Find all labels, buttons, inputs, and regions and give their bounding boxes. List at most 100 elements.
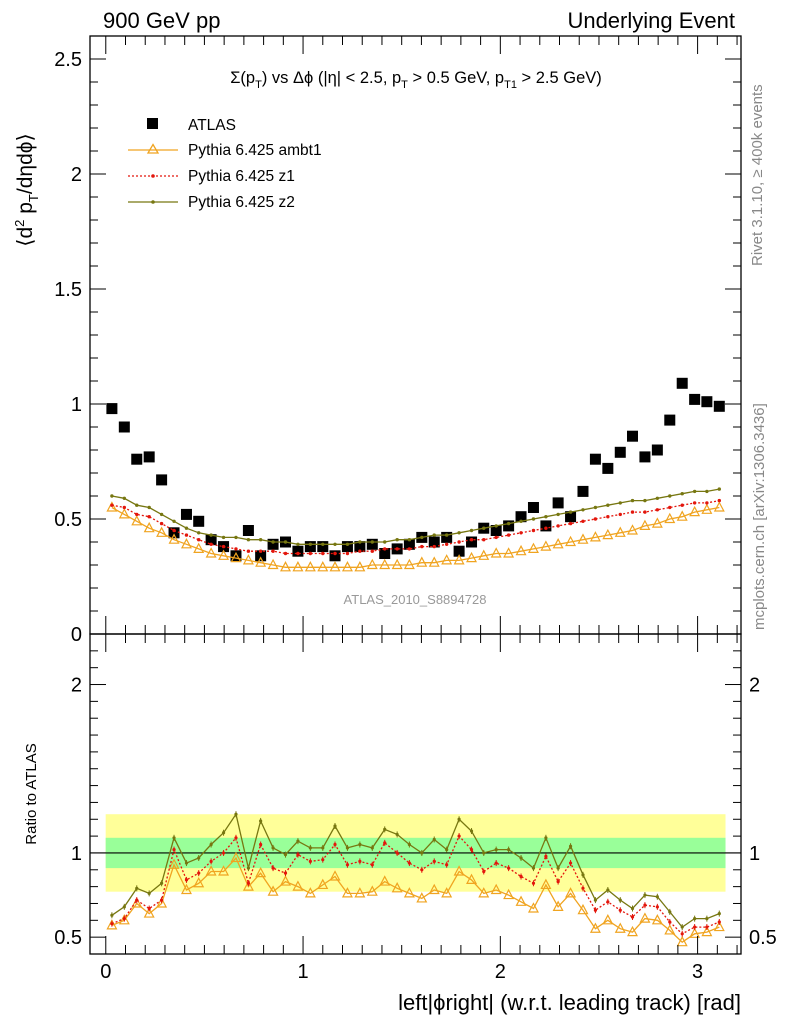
atlas-data-point <box>143 451 155 463</box>
main-point-3 <box>519 519 523 523</box>
main-point-2 <box>519 531 523 535</box>
main-point-3 <box>308 542 313 546</box>
main-point-ambt1 <box>453 554 465 565</box>
atlas-data-point <box>701 396 713 408</box>
ratio-point-ambt1 <box>676 935 688 947</box>
main-point-2 <box>717 498 721 503</box>
ratio-y-tick-label-right: 1 <box>749 843 760 865</box>
main-point-ambt1 <box>577 533 589 544</box>
main-point-3 <box>432 533 436 537</box>
ratio-point-ambt1 <box>230 851 242 863</box>
atlas-data-point <box>131 453 143 465</box>
main-point-3 <box>420 535 424 540</box>
main-point-ambt1 <box>552 538 564 549</box>
main-point-3 <box>345 542 350 546</box>
main-point-ambt1 <box>156 526 168 537</box>
ratio-point-ambt1 <box>329 870 341 881</box>
main-point-3 <box>680 492 684 496</box>
atlas-data-point <box>341 541 353 553</box>
legend-marker-z1 <box>151 174 155 178</box>
header-left: 900 GeV pp <box>103 8 220 33</box>
main-point-2 <box>469 538 474 542</box>
ratio-point-ambt1 <box>478 887 490 898</box>
ratio-point-ambt1 <box>515 895 527 906</box>
main-point-2 <box>432 544 436 549</box>
main-point-ambt1 <box>168 533 180 544</box>
main-point-3 <box>444 533 449 537</box>
main-point-3 <box>581 508 585 512</box>
main-y-label: ⟨d2 pT/dηdϕ⟩ <box>12 133 41 246</box>
atlas-data-point <box>453 545 465 557</box>
main-point-3 <box>568 510 573 514</box>
atlas-data-point <box>379 548 391 559</box>
ratio-point-ambt1 <box>218 865 230 876</box>
main-point-ambt1 <box>478 549 490 560</box>
atlas-data-point <box>205 534 217 546</box>
main-point-2 <box>705 501 709 505</box>
main-point-3 <box>482 526 486 530</box>
main-point-3 <box>283 540 288 544</box>
main-point-2 <box>643 510 647 514</box>
atlas-data-point <box>664 414 676 426</box>
main-point-ambt1 <box>118 508 130 519</box>
ratio-point-ambt1 <box>589 922 601 933</box>
main-point-ambt1 <box>565 535 577 547</box>
main-point-2 <box>122 505 127 510</box>
main-point-2 <box>370 549 374 553</box>
ratio-point-ambt1 <box>143 907 155 918</box>
ratio-point-ambt1 <box>280 875 291 886</box>
plot-title: Σ(pT) vs Δϕ (|η| < 2.5, pT > 0.5 GeV, pT… <box>230 69 602 91</box>
atlas-data-point <box>589 453 601 465</box>
ratio-y-tick-label-right: 2 <box>749 675 760 697</box>
atlas-data-point <box>168 527 180 539</box>
ratio-point-ambt1 <box>614 922 626 933</box>
ratio-point-ambt1 <box>242 880 254 891</box>
atlas-data-point <box>304 541 316 553</box>
main-point-2 <box>221 544 226 549</box>
main-point-3 <box>643 498 647 503</box>
ratio-point-ambt1 <box>304 887 316 898</box>
x-tick-label: 2 <box>495 961 506 983</box>
main-point-ambt1 <box>503 547 515 558</box>
ratio-point-ambt1 <box>490 883 502 895</box>
main-point-2 <box>457 540 461 544</box>
ratio-point-ambt1 <box>527 902 539 913</box>
atlas-data-point <box>676 377 688 389</box>
main-point-ambt1 <box>639 519 651 531</box>
main-point-2 <box>568 521 573 526</box>
main-point-2 <box>482 538 486 542</box>
atlas-data-point <box>267 538 279 550</box>
ratio-point-ambt1 <box>341 887 353 898</box>
ratio-point-ambt1 <box>639 912 651 923</box>
main-point-3 <box>494 524 498 528</box>
atlas-data-point <box>156 474 168 486</box>
ratio-point-ambt1 <box>453 865 465 876</box>
atlas-data-point <box>441 531 453 543</box>
main-point-3 <box>407 538 412 542</box>
ratio-point-ambt1 <box>292 880 304 891</box>
main-point-3 <box>655 496 660 500</box>
ratio-point-ambt1 <box>193 876 205 888</box>
atlas-data-point <box>577 485 589 497</box>
main-point-ambt1 <box>403 558 415 570</box>
ratio-point-ambt1 <box>441 887 453 898</box>
ratio-point-ambt1 <box>403 887 415 898</box>
main-point-2 <box>234 547 238 551</box>
main-point-2 <box>630 510 635 514</box>
main-point-3 <box>209 533 213 537</box>
ratio-point-ambt1 <box>379 875 391 886</box>
atlas-data-point <box>614 446 626 458</box>
legend-marker-z2 <box>151 200 155 204</box>
main-point-3 <box>159 512 164 517</box>
main-point-3 <box>383 540 387 544</box>
ratio-point-ambt1 <box>503 888 515 900</box>
main-point-ambt1 <box>131 515 143 526</box>
main-line-3 <box>111 488 720 545</box>
main-point-3 <box>234 535 238 540</box>
main-point-3 <box>122 496 127 500</box>
ratio-point-ambt1 <box>689 927 701 938</box>
main-point-2 <box>258 549 263 553</box>
main-point-ambt1 <box>366 558 378 570</box>
main-point-2 <box>246 549 251 553</box>
main-point-ambt1 <box>441 554 453 565</box>
